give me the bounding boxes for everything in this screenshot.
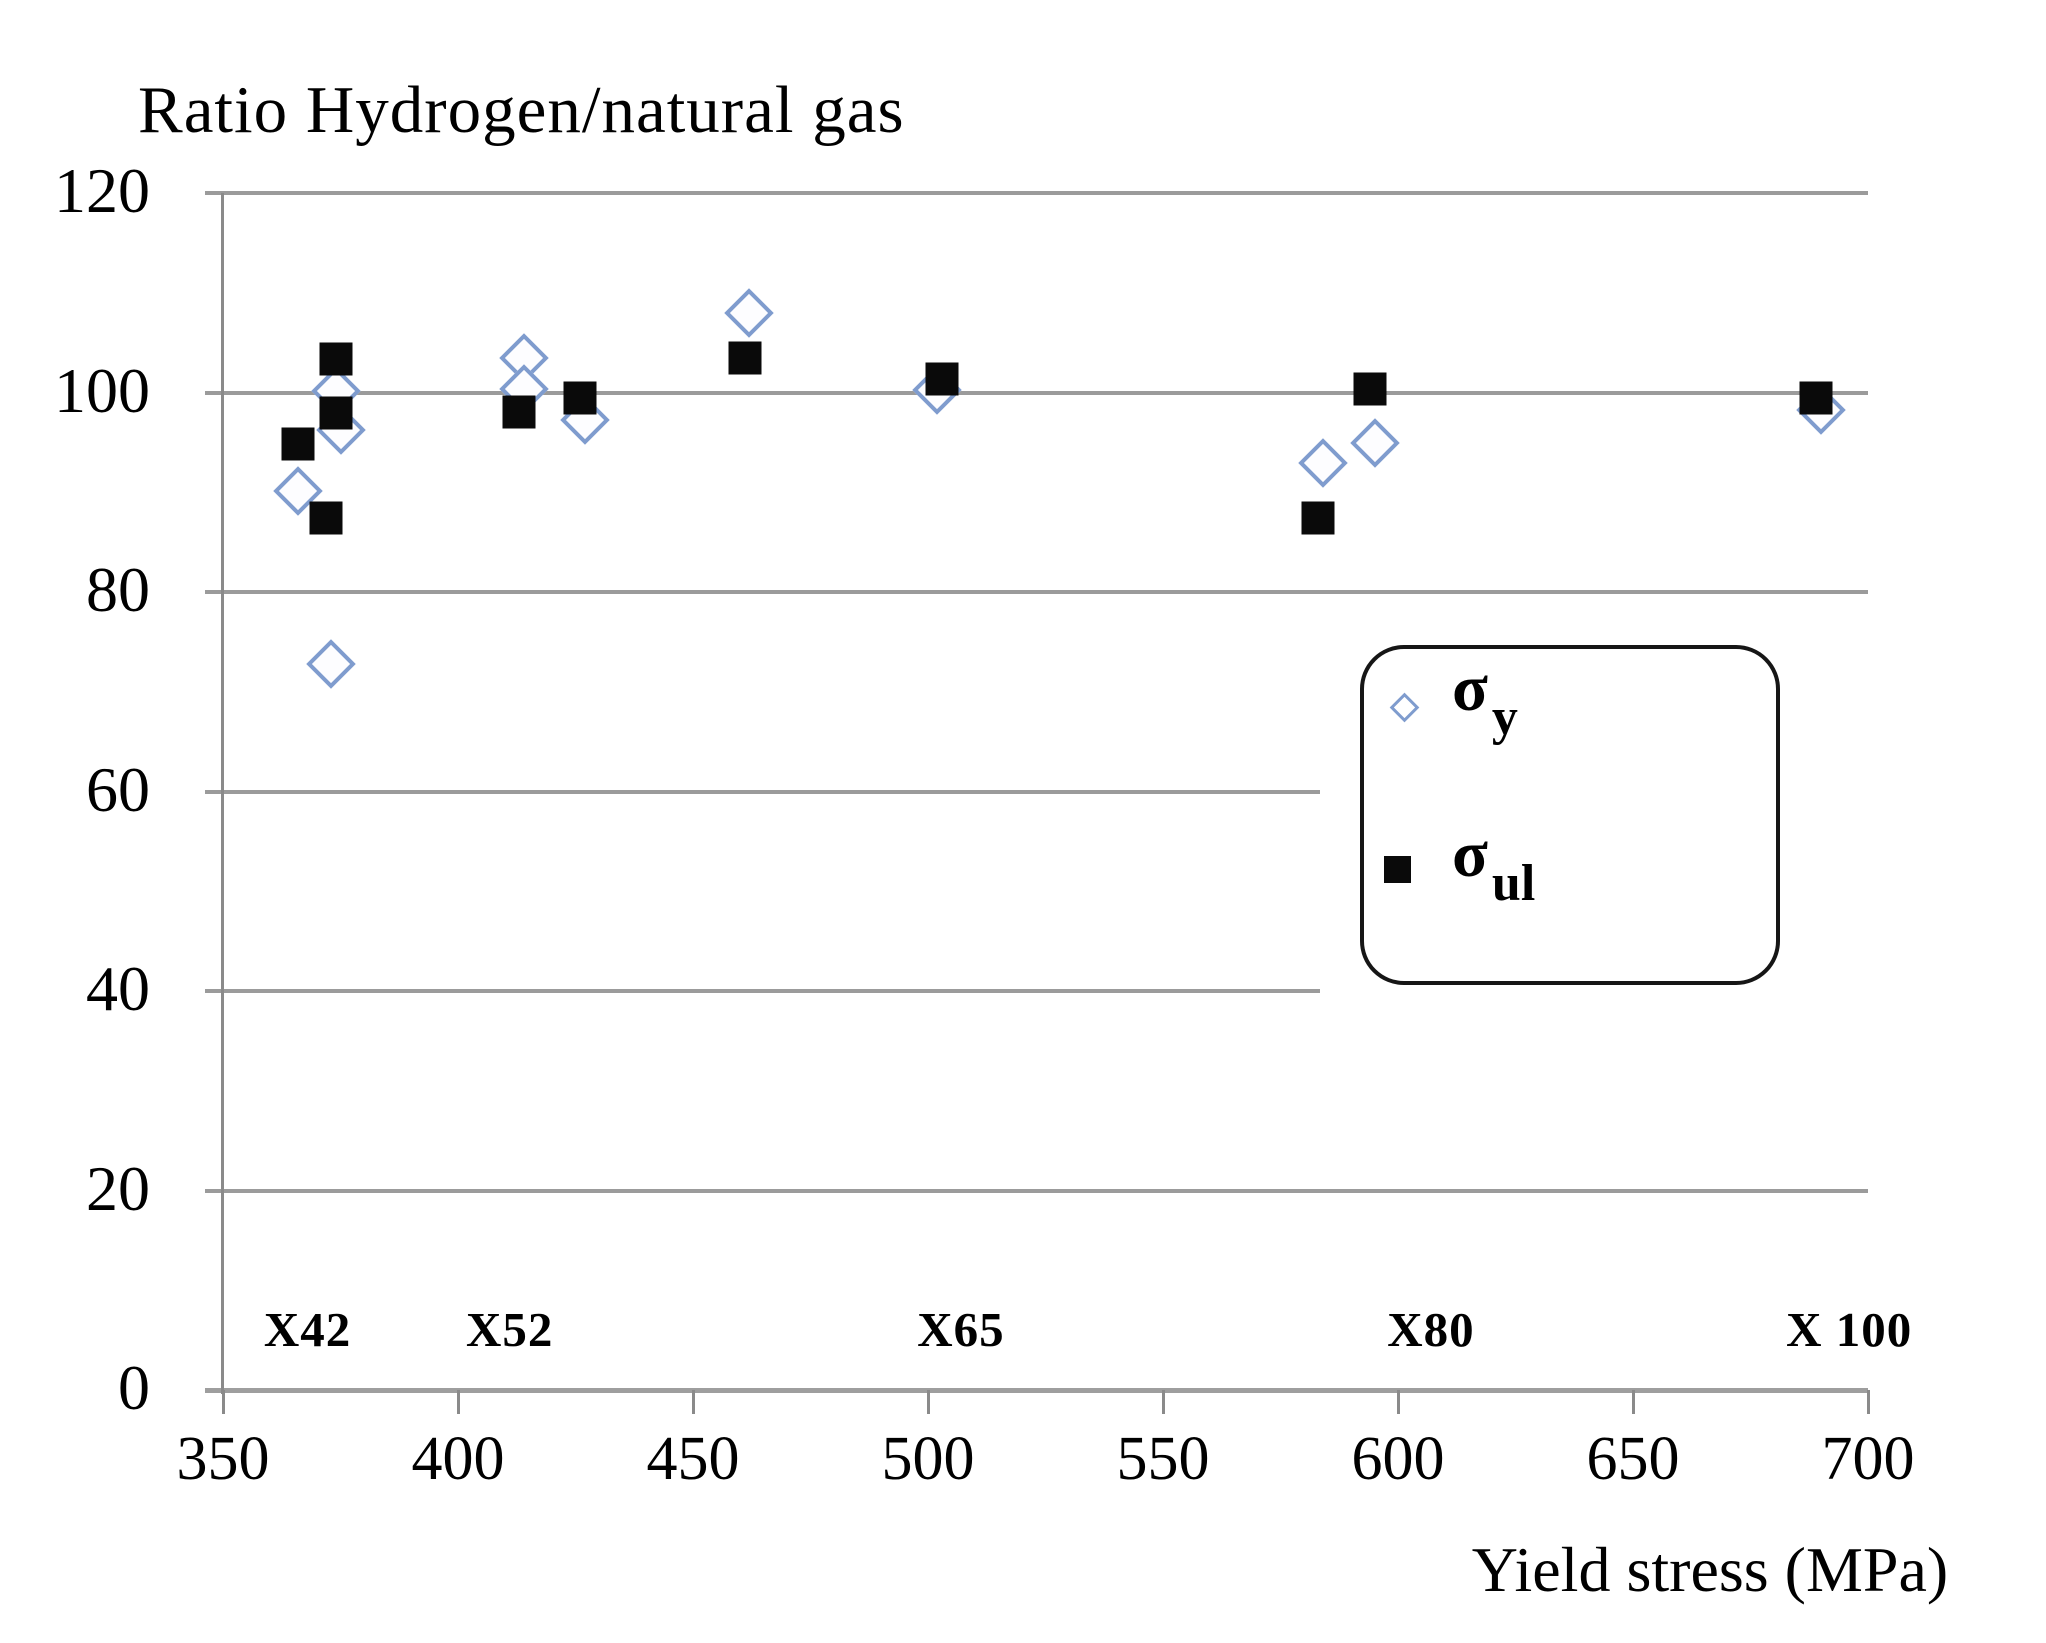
x-tick-450 <box>691 1390 695 1414</box>
point-sigma_y-3 <box>306 639 356 689</box>
legend-diamond-icon <box>1389 692 1420 723</box>
point-sigma_y-7 <box>724 287 775 338</box>
x-tick-650 <box>1631 1390 1635 1414</box>
y-tick-label-40: 40 <box>86 953 150 1024</box>
y-tick-label-60: 60 <box>86 753 150 825</box>
y-tick-label-0: 0 <box>118 1352 150 1423</box>
grade-label-X65: X65 <box>917 1302 1005 1358</box>
x-tick-label-450: 450 <box>646 1425 740 1493</box>
x-tick-label-400: 400 <box>411 1425 505 1493</box>
y-tick-label-80: 80 <box>86 554 150 625</box>
y-tick-label-100: 100 <box>54 354 150 426</box>
point-sigma_ul-5 <box>563 381 597 415</box>
point-sigma_ul-3 <box>309 501 343 535</box>
point-sigma_ul-9 <box>1353 372 1387 405</box>
gridline-y-100 <box>205 390 1868 395</box>
y-tick-label-20: 20 <box>86 1152 150 1224</box>
x-tick-600 <box>1396 1390 1400 1414</box>
point-sigma_y-9 <box>1298 438 1348 489</box>
x-tick-label-550: 550 <box>1116 1425 1210 1493</box>
x-tick-400 <box>456 1390 460 1414</box>
x-tick-label-700: 700 <box>1821 1425 1915 1493</box>
x-tick-label-500: 500 <box>881 1425 975 1493</box>
gridline-y-40 <box>205 989 1320 993</box>
grade-label-X42: X42 <box>263 1302 352 1358</box>
point-sigma_ul-8 <box>1301 501 1335 535</box>
x-axis-title: Yield stress (MPa) <box>1471 1534 1949 1605</box>
x-tick-label-350: 350 <box>176 1425 270 1493</box>
point-sigma_ul-1 <box>319 342 353 376</box>
y-tick-label-120: 120 <box>54 155 150 226</box>
grade-label-X100: X 100 <box>1786 1302 1913 1358</box>
gridline-y-20 <box>205 1188 1868 1193</box>
point-sigma_ul-2 <box>319 396 353 430</box>
point-sigma_ul-10 <box>1799 381 1833 415</box>
legend: σy σul <box>1360 645 1780 985</box>
point-sigma_ul-6 <box>728 341 762 375</box>
x-axis-line <box>205 1388 1868 1393</box>
legend-label-sigma-ul: σul <box>1452 818 1536 912</box>
y-axis-line <box>221 193 224 1394</box>
point-sigma_ul-7 <box>925 362 959 396</box>
x-tick-label-650: 650 <box>1586 1425 1680 1493</box>
point-sigma_y-10 <box>1349 418 1400 469</box>
point-sigma_ul-0 <box>281 427 315 461</box>
x-tick-550 <box>1161 1390 1165 1414</box>
x-tick-label-600: 600 <box>1351 1425 1445 1493</box>
x-tick-700 <box>1866 1390 1870 1414</box>
chart-title: Ratio Hydrogen/natural gas <box>138 73 905 147</box>
gridline-y-60 <box>205 789 1320 794</box>
gridline-y-80 <box>205 590 1868 594</box>
x-tick-350 <box>221 1390 225 1414</box>
grade-label-X52: X52 <box>465 1302 554 1358</box>
legend-label-sigma-y: σy <box>1452 652 1518 746</box>
gridline-y-120 <box>205 191 1868 195</box>
x-tick-500 <box>926 1390 930 1414</box>
legend-square-icon <box>1384 856 1411 883</box>
point-sigma_ul-4 <box>502 395 536 429</box>
grade-label-X80: X80 <box>1387 1302 1475 1358</box>
